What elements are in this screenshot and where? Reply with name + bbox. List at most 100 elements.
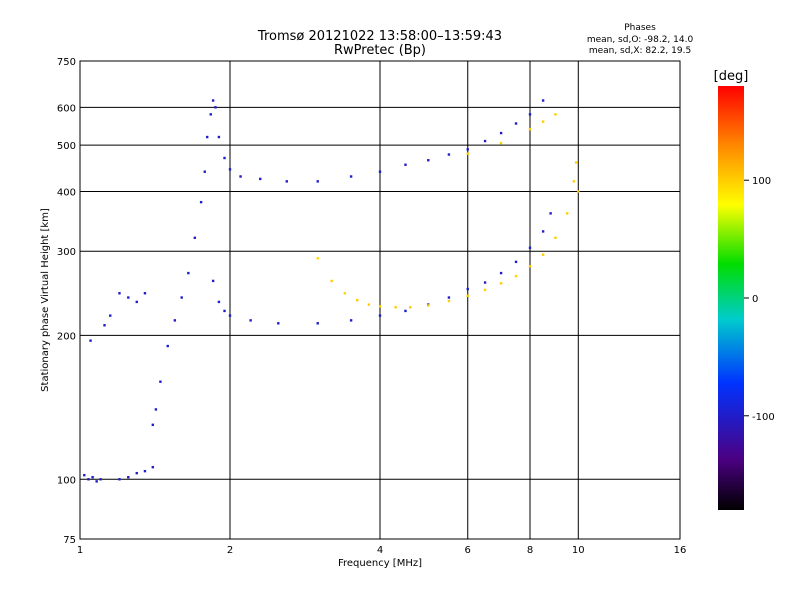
- chart-title: Tromsø 20121022 13:58:00–13:59:43: [257, 29, 502, 44]
- data-point: [151, 423, 155, 427]
- data-point: [367, 303, 371, 306]
- data-point: [249, 319, 252, 322]
- data-point: [228, 168, 232, 171]
- data-point: [349, 175, 353, 178]
- data-point: [541, 99, 545, 102]
- data-point: [211, 99, 215, 102]
- data-point: [209, 113, 212, 116]
- data-point: [127, 476, 130, 479]
- data-point: [514, 260, 518, 264]
- data-point: [118, 478, 121, 481]
- data-point: [499, 282, 503, 285]
- data-point: [541, 120, 545, 123]
- data-point: [95, 480, 98, 483]
- colorbar-tick-label: 100: [752, 176, 771, 187]
- data-point: [499, 271, 503, 275]
- chart-subtitle: RwPretec (Bp): [334, 43, 426, 58]
- data-point: [541, 253, 545, 256]
- data-point: [203, 170, 206, 173]
- stats-heading: Phases: [624, 23, 656, 33]
- data-point: [91, 476, 94, 479]
- data-point: [572, 180, 576, 183]
- data-point: [118, 292, 121, 295]
- data-point: [349, 319, 353, 322]
- data-point: [466, 148, 469, 151]
- colorbar-tick-label: -100: [752, 412, 775, 423]
- data-point: [577, 190, 580, 193]
- data-point: [343, 292, 347, 295]
- data-point: [447, 296, 451, 299]
- data-point: [277, 322, 280, 325]
- x-tick-label: 2: [227, 545, 233, 556]
- colorbar-ticks: 100 0 -100: [744, 176, 775, 423]
- data-point: [173, 319, 177, 322]
- y-axis-ticks: 75 100 200 300 400 500 600 750: [57, 57, 76, 546]
- data-point: [89, 339, 92, 342]
- data-point: [316, 257, 319, 260]
- data-point: [166, 344, 169, 348]
- data-point: [528, 113, 532, 116]
- data-point: [159, 380, 162, 383]
- data-point: [574, 161, 578, 164]
- data-point: [154, 408, 158, 411]
- data-point: [554, 236, 557, 240]
- x-tick-label: 1: [77, 545, 83, 556]
- data-point: [259, 177, 262, 181]
- data-point: [228, 314, 232, 317]
- x-tick-label: 8: [527, 545, 533, 556]
- colorbar-label: [deg]: [714, 69, 749, 84]
- data-point: [499, 131, 503, 135]
- data-point: [239, 175, 242, 178]
- y-tick-label: 600: [57, 103, 76, 114]
- data-point: [514, 274, 518, 278]
- data-point: [483, 139, 487, 143]
- x-tick-label: 4: [377, 545, 383, 556]
- data-point: [151, 465, 155, 469]
- data-point: [217, 300, 221, 304]
- data-point: [447, 153, 451, 156]
- data-point: [285, 180, 288, 183]
- x-axis-ticks: 1 2 4 6 8 10 16: [77, 545, 687, 556]
- y-tick-label: 750: [57, 57, 76, 68]
- data-point: [541, 230, 545, 233]
- data-point: [135, 471, 138, 475]
- data-point: [217, 135, 221, 139]
- data-point: [378, 170, 382, 173]
- colorbar-tick-label: 0: [752, 294, 758, 305]
- data-point: [499, 141, 503, 145]
- data-point: [378, 305, 382, 308]
- stats-line-x: mean, sd,X: 82.2, 19.5: [589, 46, 691, 56]
- data-point: [554, 113, 557, 116]
- data-point: [466, 152, 469, 155]
- data-point: [199, 200, 203, 204]
- data-point: [99, 478, 102, 481]
- data-point: [223, 309, 226, 313]
- data-point: [565, 212, 569, 215]
- grid: [80, 61, 680, 539]
- data-point: [211, 279, 215, 283]
- data-point: [187, 271, 190, 275]
- data-point: [404, 163, 407, 166]
- y-tick-label: 100: [57, 475, 76, 486]
- data-point: [404, 309, 407, 313]
- data-point: [205, 135, 209, 139]
- data-point: [355, 298, 359, 302]
- data-point: [528, 246, 532, 249]
- y-axis-label: Stationary phase Virtual Height [km]: [40, 208, 51, 392]
- data-point: [483, 288, 487, 292]
- data-point: [143, 292, 147, 295]
- y-tick-label: 75: [63, 535, 76, 546]
- data-point: [409, 306, 412, 309]
- data-point: [214, 106, 217, 109]
- x-tick-label: 10: [572, 545, 585, 556]
- data-point: [394, 306, 397, 309]
- data-point: [447, 299, 451, 303]
- data-point: [427, 159, 430, 162]
- colorbar: [718, 86, 744, 510]
- data-point: [549, 212, 552, 215]
- y-tick-label: 300: [57, 247, 76, 258]
- data-point: [127, 296, 130, 299]
- data-point: [330, 279, 333, 283]
- data-point: [528, 265, 532, 268]
